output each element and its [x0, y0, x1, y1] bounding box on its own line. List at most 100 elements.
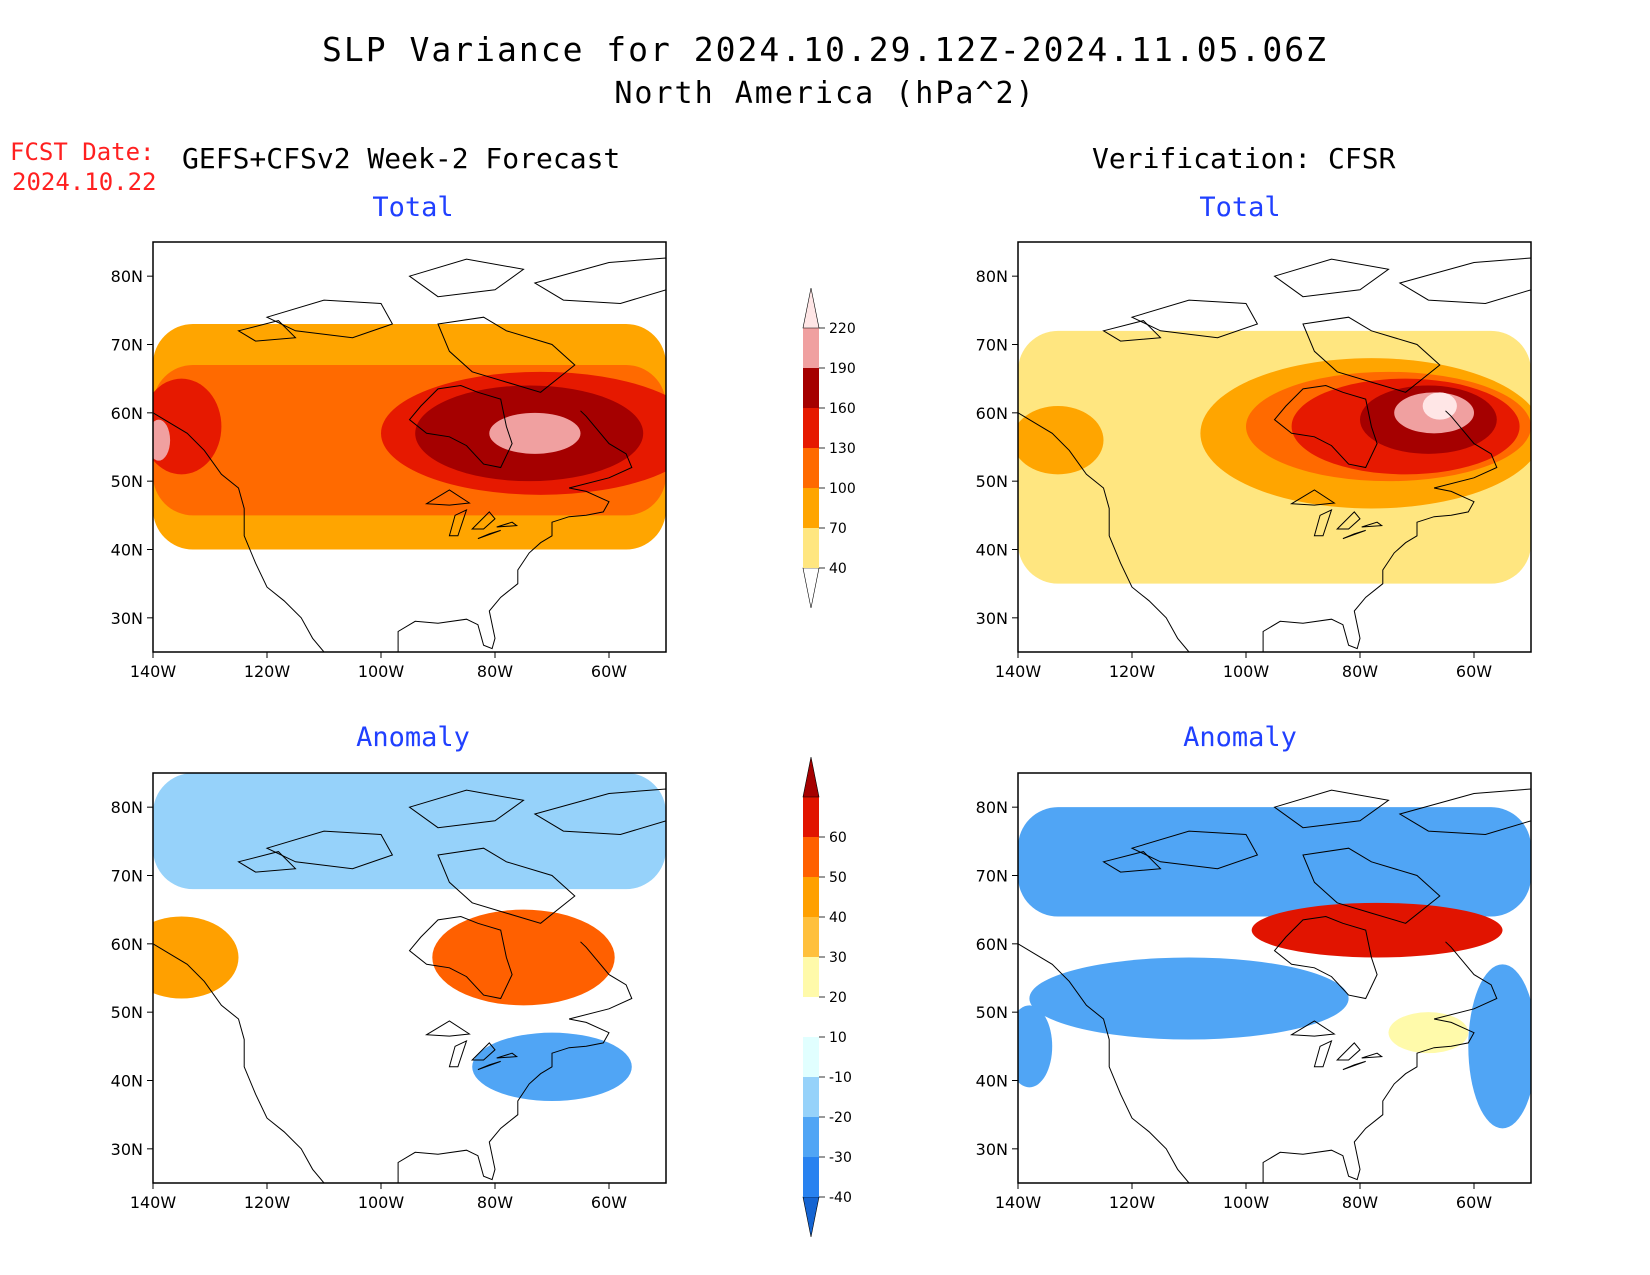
great-lake-outline — [448, 508, 468, 537]
colorbar-segment — [803, 408, 819, 448]
map-panel-1: 140W 120W 100W 80W 60W 80N 70N 60N 50N 40N 30N — [111, 241, 667, 681]
panel-title-forecast-anomaly: Anomaly — [356, 722, 470, 753]
hudson-bay-outline — [1273, 915, 1378, 1000]
colorbar-label: 220 — [829, 321, 856, 337]
colorbar-segment — [803, 917, 819, 957]
great-lake-outline — [1335, 511, 1361, 530]
x-tick-label: 100W — [1223, 662, 1270, 681]
colorbar-segment — [803, 877, 819, 917]
contour-region-4 — [1468, 964, 1531, 1129]
hudson-bay-outline — [1273, 384, 1378, 469]
map-panel-4: 140W 120W 100W 80W 60W 80N 70N 60N 50N 40N 30N — [976, 772, 1532, 1212]
y-tick-label: 80N — [111, 798, 143, 817]
great-lake-outline — [470, 511, 496, 530]
hudson-bay-outline — [408, 384, 513, 469]
great-lake-outline — [448, 1039, 468, 1068]
colorbar-anomaly: -40 -30 -20 -10 10 20 30 40 50 60 — [802, 756, 852, 1238]
colorbar-label: 70 — [829, 521, 847, 537]
great-lake-outline — [1335, 1042, 1361, 1061]
colorbar-label: -20 — [829, 1110, 852, 1126]
colorbar-segment — [803, 997, 819, 1037]
y-tick-label: 30N — [111, 1140, 143, 1159]
arctic-island-outline — [1302, 316, 1441, 393]
x-tick-label: 60W — [591, 1193, 627, 1212]
x-tick-label: 80W — [477, 1193, 513, 1212]
great-lake-outline — [1361, 1052, 1384, 1059]
colorbar-segment — [803, 1117, 819, 1157]
colorbar-end — [802, 756, 820, 798]
y-tick-label: 30N — [976, 609, 1008, 628]
great-lake-outline — [1313, 508, 1333, 537]
y-tick-label: 60N — [111, 935, 143, 954]
colorbar-segment — [803, 488, 819, 528]
contour-region-8 — [1018, 406, 1104, 475]
arctic-island-outline — [408, 258, 525, 298]
colorbar-segment — [803, 328, 819, 368]
chart-subtitle: North America (hPa^2) — [614, 76, 1036, 111]
map-frame — [1017, 241, 1532, 653]
x-tick-label: 100W — [1223, 1193, 1270, 1212]
chart-title: SLP Variance for 2024.10.29.12Z-2024.11.… — [322, 30, 1328, 69]
y-tick-label: 70N — [976, 336, 1008, 355]
arctic-island-outline — [1273, 789, 1390, 829]
x-tick-label: 100W — [358, 1193, 405, 1212]
x-tick-label: 140W — [130, 1193, 177, 1212]
x-tick-label: 60W — [591, 662, 627, 681]
contour-region-1 — [1018, 807, 1531, 917]
colorbar-label: -10 — [829, 1070, 852, 1086]
arctic-island-outline — [265, 830, 394, 870]
fcst-date-value: 2024.10.22 — [12, 168, 157, 196]
y-tick-label: 60N — [111, 404, 143, 423]
x-tick-label: 140W — [130, 662, 177, 681]
y-tick-label: 80N — [976, 798, 1008, 817]
arctic-island-outline — [1398, 788, 1531, 836]
y-tick-label: 60N — [976, 404, 1008, 423]
y-tick-label: 70N — [111, 867, 143, 886]
colorbar-end — [802, 287, 820, 329]
colorbar-label: 10 — [829, 1030, 847, 1046]
x-tick-label: 120W — [244, 662, 291, 681]
colorbar-end — [802, 1196, 820, 1238]
contour-region-2 — [1251, 902, 1503, 958]
great-lake-outline — [1313, 1039, 1333, 1068]
panel-title-verification-total: Total — [1199, 192, 1281, 223]
x-tick-label: 80W — [477, 662, 513, 681]
colorbar-label: 40 — [829, 910, 847, 926]
y-tick-label: 40N — [111, 541, 143, 560]
y-tick-label: 30N — [976, 1140, 1008, 1159]
arctic-island-outline — [437, 316, 576, 393]
colorbar-label: 40 — [829, 561, 847, 577]
map-frame — [152, 772, 667, 1184]
coastline — [153, 941, 633, 1183]
panel-title-forecast-total: Total — [372, 192, 454, 223]
verification-heading: Verification: CFSR — [1092, 142, 1396, 175]
colorbar-label: 100 — [829, 481, 856, 497]
x-tick-label: 120W — [1109, 662, 1156, 681]
map-panel-3: 140W 120W 100W 80W 60W 80N 70N 60N 50N 40N 30N — [111, 772, 667, 1212]
arctic-island-outline — [1130, 299, 1259, 339]
y-tick-label: 40N — [976, 1072, 1008, 1091]
great-lake-outline — [424, 1020, 471, 1037]
y-tick-label: 50N — [111, 1003, 143, 1022]
map-frame — [1017, 772, 1532, 1184]
fcst-date-label: FCST Date: — [10, 138, 155, 166]
arctic-island-outline — [437, 847, 576, 924]
colorbar-segment — [803, 1157, 819, 1197]
great-lake-outline — [1342, 529, 1366, 540]
coastline — [1018, 941, 1498, 1183]
colorbar-segment — [803, 837, 819, 877]
great-lake-outline — [470, 1042, 496, 1061]
coastline — [153, 410, 633, 652]
arctic-island-outline — [1398, 257, 1531, 305]
colorbar-label: 60 — [829, 830, 847, 846]
x-tick-label: 140W — [995, 662, 1042, 681]
y-tick-label: 70N — [111, 336, 143, 355]
x-tick-label: 100W — [358, 662, 405, 681]
colorbar-segment — [803, 528, 819, 568]
x-tick-label: 80W — [1342, 662, 1378, 681]
coastline — [1018, 410, 1498, 652]
contour-region-7 — [1422, 392, 1457, 420]
arctic-island-outline — [265, 299, 394, 339]
great-lake-outline — [1289, 1020, 1336, 1037]
